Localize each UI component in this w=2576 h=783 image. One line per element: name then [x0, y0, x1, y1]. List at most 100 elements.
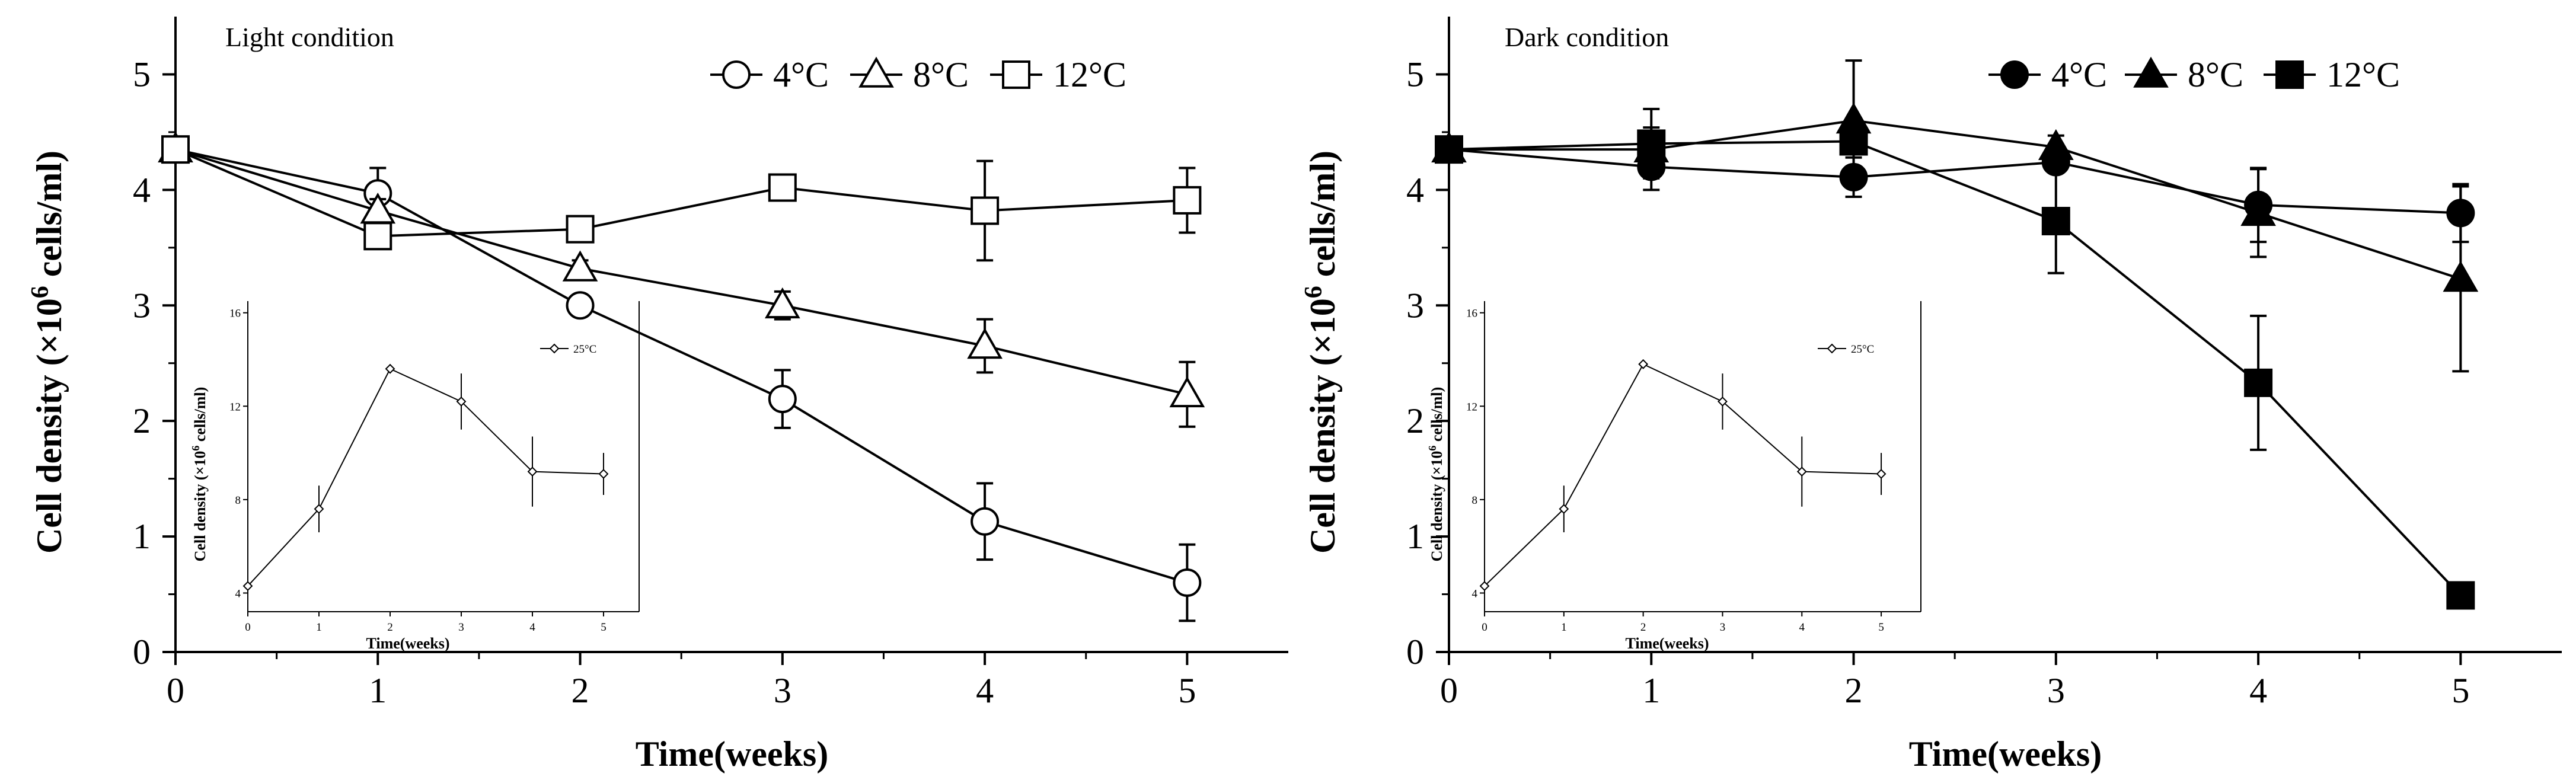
y-axis-title-sup: 6: [1300, 286, 1327, 298]
data-point: [161, 135, 190, 164]
y-axis-title-end: cells/ml): [30, 151, 69, 286]
data-point: [2244, 368, 2273, 397]
legend-label: 4°C: [2051, 55, 2107, 94]
legend-label: 12°C: [2326, 55, 2400, 94]
inset-y-tick-label: 12: [229, 401, 241, 413]
series-12CC: [161, 135, 1202, 262]
series-line: [1448, 148, 2461, 215]
inset-data-point: [1559, 504, 1569, 514]
inset-y-tick-label: 12: [1466, 401, 1477, 413]
inset-y-axis-title: Cell density (×106 cells/ml): [190, 387, 209, 562]
y-axis-title-main: Cell density (×10: [1303, 298, 1342, 554]
inset-data-point: [456, 396, 467, 407]
inset-data-point: [314, 504, 324, 514]
y-axis-title-end: cells/ml): [1303, 151, 1342, 286]
inset-x-axis-title: Time(weeks): [366, 635, 449, 652]
inset-data-point: [1876, 469, 1886, 479]
x-tick-label: 0: [167, 671, 184, 710]
data-point: [1173, 186, 1202, 215]
inset-data-point: [1638, 359, 1649, 369]
legend-label: 8°C: [913, 55, 969, 94]
inset-y-tick-label: 16: [1466, 308, 1477, 320]
inset-y-tick-label: 4: [235, 587, 241, 600]
data-point: [768, 173, 797, 202]
inset-y-axis-title-sup: 6: [190, 446, 202, 451]
y-tick-label: 4: [133, 170, 151, 209]
data-point: [566, 291, 595, 320]
inset-legend-marker: [549, 343, 560, 354]
y-tick-label: 0: [1406, 632, 1424, 672]
inset-data-point: [385, 363, 395, 374]
data-point: [363, 222, 392, 251]
y-tick-label: 5: [133, 55, 151, 94]
inset-y-tick-label: 8: [235, 494, 241, 507]
data-point: [2038, 129, 2074, 161]
panel-title: Dark condition: [1505, 22, 1669, 52]
series-line: [175, 148, 1188, 396]
series-line: [1448, 140, 2462, 596]
series-4CC: [1435, 135, 2475, 244]
inset-series-line: [1484, 363, 1882, 587]
inset-x-tick-label: 4: [529, 621, 535, 634]
x-tick-label: 2: [572, 671, 589, 710]
inset-y-tick-label: 8: [1472, 494, 1478, 507]
y-tick-label: 2: [1406, 401, 1424, 440]
inset-data-point: [242, 581, 253, 592]
x-axis-title: Time(weeks): [1909, 734, 2102, 774]
legend-marker: [2133, 56, 2169, 88]
inset-data-point: [527, 466, 538, 477]
data-point: [562, 250, 598, 282]
inset-x-tick-label: 5: [601, 621, 607, 634]
x-tick-label: 4: [976, 671, 994, 710]
y-axis-title-sup: 6: [27, 286, 54, 298]
y-axis-title-main: Cell density (×10: [30, 298, 69, 554]
inset-x-tick-label: 3: [1720, 621, 1726, 634]
panel-title: Light condition: [225, 22, 394, 52]
y-axis-title: Cell density (×106 cells/ml): [27, 151, 69, 554]
inset-y-axis-title: Cell density (×106 cells/ml): [1426, 387, 1445, 562]
inset-x-tick-label: 0: [245, 621, 251, 634]
x-tick-label: 5: [2451, 671, 2469, 710]
inset-y-axis-title-end: cells/ml): [191, 387, 209, 446]
data-point: [1435, 135, 1463, 164]
legend-marker: [858, 56, 894, 88]
legend-marker: [2275, 60, 2304, 89]
y-axis-title: Cell density (×106 cells/ml): [1300, 151, 1342, 554]
y-tick-label: 1: [1406, 517, 1424, 556]
inset-legend-label: 25°C: [573, 343, 596, 356]
inset-x-tick-label: 5: [1878, 621, 1884, 634]
inset-x-tick-label: 0: [1482, 621, 1487, 634]
inset-legend-marker: [1827, 343, 1837, 354]
legend-label: 4°C: [773, 55, 829, 94]
data-point: [2240, 194, 2276, 226]
inset-y-axis-title-main: Cell density (×10: [1428, 451, 1445, 562]
x-axis-title: Time(weeks): [636, 734, 829, 774]
x-tick-label: 2: [1845, 671, 1863, 710]
y-tick-label: 2: [133, 401, 151, 440]
data-point: [1169, 376, 1205, 408]
data-point: [967, 328, 1003, 359]
inset-y-axis-title-end: cells/ml): [1428, 387, 1445, 446]
series-12CC: [1435, 126, 2475, 610]
x-tick-label: 3: [2047, 671, 2065, 710]
series-8CC: [1431, 59, 2479, 373]
x-tick-label: 1: [369, 671, 387, 710]
legend-marker: [2000, 60, 2029, 89]
data-point: [2041, 206, 2070, 235]
inset-x-tick-label: 1: [316, 621, 322, 634]
inset-data-point: [598, 469, 609, 479]
inset-x-tick-label: 4: [1799, 621, 1805, 634]
inset-data-point: [1796, 466, 1807, 477]
x-tick-label: 1: [1642, 671, 1660, 710]
y-tick-label: 5: [1406, 55, 1424, 94]
y-tick-label: 1: [133, 517, 151, 556]
inset-y-axis-title-main: Cell density (×10: [191, 451, 209, 562]
inset-data-point: [1718, 396, 1728, 407]
inset-x-axis-title: Time(weeks): [1625, 635, 1709, 652]
inset-y-tick-label: 16: [229, 308, 241, 320]
y-tick-label: 0: [133, 632, 151, 672]
